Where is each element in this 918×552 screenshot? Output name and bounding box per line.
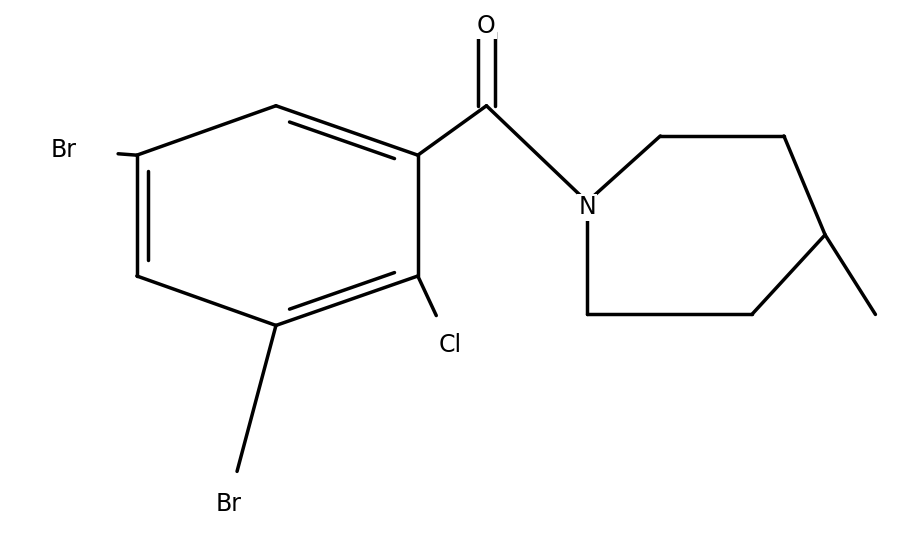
Text: Br: Br xyxy=(216,492,241,516)
Text: O: O xyxy=(477,14,496,38)
Text: Cl: Cl xyxy=(438,333,462,357)
Text: Br: Br xyxy=(50,137,76,162)
Text: N: N xyxy=(578,195,596,219)
